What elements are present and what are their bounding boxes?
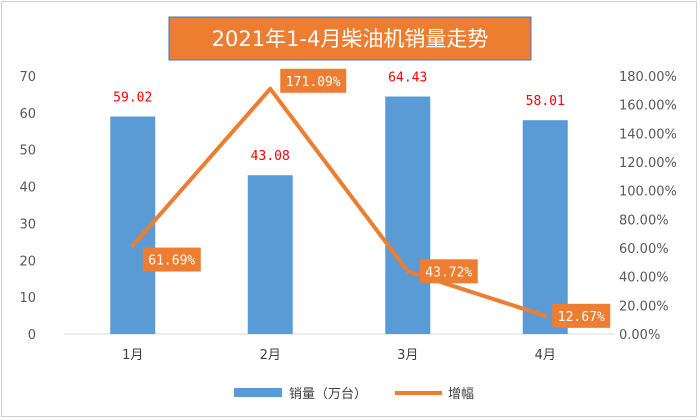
- x-tick-label: 3月: [397, 348, 418, 363]
- bar: [385, 96, 431, 335]
- legend-label-line: 增幅: [448, 387, 474, 402]
- y-right-tick-label: 120.00%: [619, 156, 677, 171]
- y-right-tick-label: 100.00%: [619, 185, 677, 200]
- legend: 销量（万台） 增幅: [234, 387, 474, 402]
- legend-label-bar: 销量（万台）: [289, 387, 367, 402]
- plot-area: 0 10 20 30 40 50 60 70 0.00% 20.00% 40.00% 60.00% 80…: [19, 68, 677, 363]
- x-tick-label: 2月: [260, 348, 281, 363]
- y-left-tick-label: 70: [19, 70, 36, 85]
- y-right-tick-label: 40.00%: [619, 271, 669, 286]
- line-data-label: 43.72%: [425, 265, 472, 280]
- bar: [247, 175, 293, 334]
- y-left-tick-label: 20: [19, 254, 36, 269]
- bar-data-label: 58.01: [526, 94, 565, 109]
- title-box: [168, 16, 532, 61]
- y-left-tick-label: 60: [19, 107, 36, 122]
- x-tick-label: 4月: [535, 348, 556, 363]
- y-right-tick-label: 60.00%: [619, 242, 669, 257]
- line-label-box: [142, 247, 201, 272]
- x-tick-label: 1月: [122, 348, 143, 363]
- chart-title: 2021年1-4月柴油机销量走势: [212, 27, 489, 51]
- line-label-box: [280, 68, 347, 93]
- line-data-label: 61.69%: [148, 254, 195, 269]
- y-right-tick-label: 0.00%: [619, 328, 660, 343]
- y-right-tick-label: 140.00%: [619, 127, 677, 142]
- bar: [110, 116, 156, 334]
- growth-line: [130, 86, 548, 318]
- y-left-tick-label: 10: [19, 291, 36, 306]
- bar-data-label: 59.02: [113, 90, 152, 105]
- y-left-tick-label: 0: [28, 328, 36, 343]
- bar-data-label: 43.08: [251, 149, 290, 164]
- legend-swatch-bar: [234, 388, 282, 397]
- y-left-tick-label: 40: [19, 181, 36, 196]
- y-right-tick-label: 20.00%: [619, 299, 669, 314]
- y-left-tick-label: 30: [19, 217, 36, 232]
- y-right-tick-label: 160.00%: [619, 99, 677, 114]
- y-left-tick-label: 50: [19, 144, 36, 159]
- y-right-tick-label: 180.00%: [619, 70, 677, 85]
- line-label-box: [552, 303, 611, 328]
- line-data-label: 12.67%: [558, 310, 605, 325]
- line-label-box: [419, 259, 478, 284]
- bar: [522, 120, 568, 334]
- y-right-tick-label: 80.00%: [619, 213, 669, 228]
- line-data-label: 171.09%: [286, 75, 341, 90]
- bar-data-label: 64.43: [388, 71, 427, 86]
